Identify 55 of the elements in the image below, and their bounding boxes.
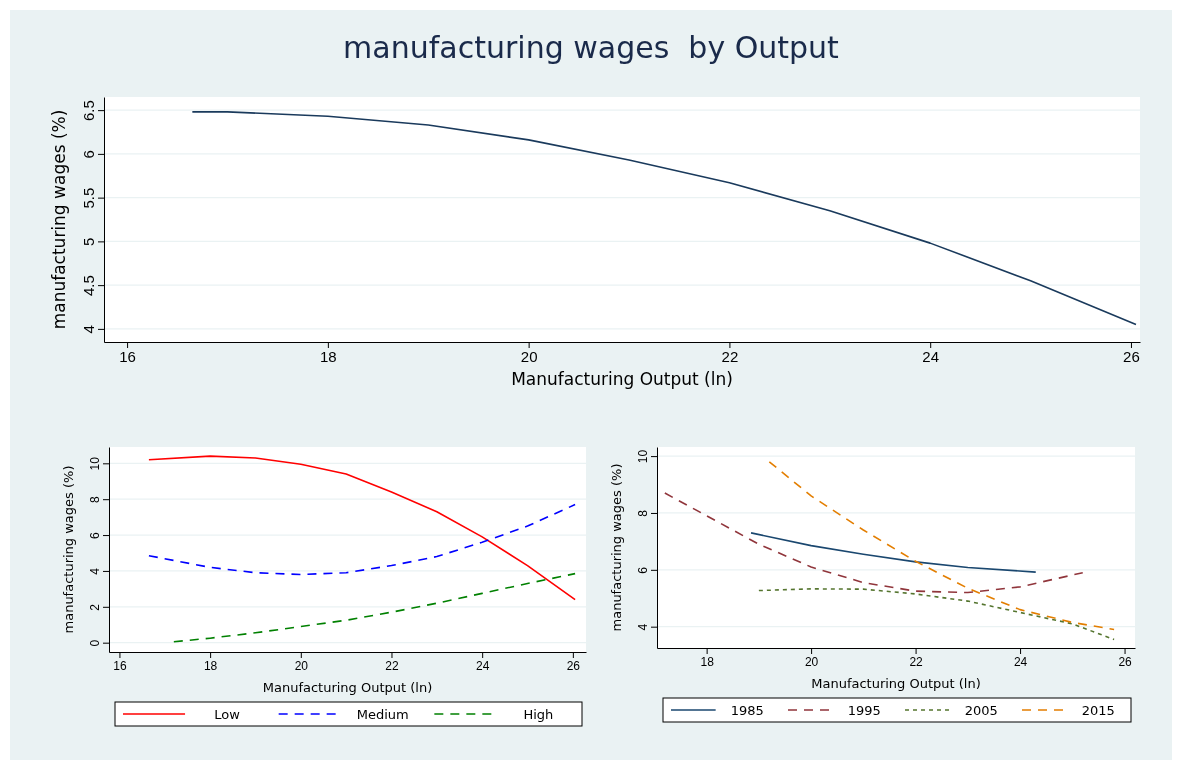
line-series <box>750 532 1037 573</box>
x-tick-label: 18 <box>320 347 337 365</box>
x-tick-label: 24 <box>475 658 490 673</box>
y-tick-label: 6 <box>636 566 650 574</box>
legend-label: 1995 <box>847 703 881 718</box>
x-tick-label: 22 <box>909 654 924 669</box>
x-tick-label: 20 <box>804 654 819 669</box>
y-tick-label: 6 <box>80 150 97 159</box>
line-series <box>191 111 1137 326</box>
line-series <box>758 588 1115 641</box>
x-tick-label: 20 <box>294 658 309 673</box>
chart-title: manufacturing wages by Output <box>343 30 840 65</box>
y-tick-label: 6 <box>88 531 102 539</box>
y-tick-label: 4.5 <box>80 275 97 297</box>
x-tick-label: 18 <box>700 654 715 669</box>
x-tick-label: 16 <box>113 658 127 673</box>
legend-label: High <box>523 707 554 722</box>
legend-label: Low <box>214 707 241 722</box>
x-axis-title: Manufacturing Output (ln) <box>511 369 733 389</box>
x-tick-label: 22 <box>721 347 739 365</box>
y-tick-label: 5.5 <box>80 187 97 209</box>
y-tick-label: 4 <box>88 567 102 575</box>
y-tick-label: 8 <box>636 509 650 517</box>
y-tick-label: 4 <box>636 623 650 631</box>
legend-label: 2005 <box>964 703 998 718</box>
x-tick-label: 24 <box>922 347 940 365</box>
x-tick-label: 26 <box>1123 347 1140 365</box>
x-tick-label: 18 <box>203 658 218 673</box>
x-tick-label: 24 <box>1013 654 1028 669</box>
line-series <box>664 492 1084 594</box>
y-tick-label: 10 <box>88 456 102 471</box>
y-tick-label: 6.5 <box>80 100 97 122</box>
x-tick-label: 26 <box>1118 654 1133 669</box>
y-tick-label: 10 <box>636 449 650 464</box>
legend-label: Medium <box>356 707 409 722</box>
x-tick-label: 26 <box>566 658 581 673</box>
y-tick-label: 4 <box>80 325 97 334</box>
y-axis-title: manufacturing wages (%) <box>49 109 69 330</box>
y-tick-label: 0 <box>88 639 102 647</box>
x-tick-label: 22 <box>385 658 399 673</box>
line-series <box>173 572 576 643</box>
x-tick-label: 20 <box>520 347 538 365</box>
y-tick-label: 2 <box>88 603 102 611</box>
x-axis-title: Manufacturing Output (ln) <box>811 676 981 691</box>
legend-label: 1985 <box>730 703 764 718</box>
legend-label: 2015 <box>1081 703 1115 718</box>
line-series <box>768 460 1115 631</box>
y-tick-label: 8 <box>88 496 102 504</box>
line-series <box>148 503 576 576</box>
y-tick-label: 5 <box>80 237 97 247</box>
line-series <box>148 455 576 601</box>
y-axis-title: manufacturing wages (%) <box>61 465 76 634</box>
x-axis-title: Manufacturing Output (ln) <box>262 680 433 695</box>
x-tick-label: 16 <box>119 347 136 365</box>
y-axis-title: manufacturing wages (%) <box>609 463 624 632</box>
